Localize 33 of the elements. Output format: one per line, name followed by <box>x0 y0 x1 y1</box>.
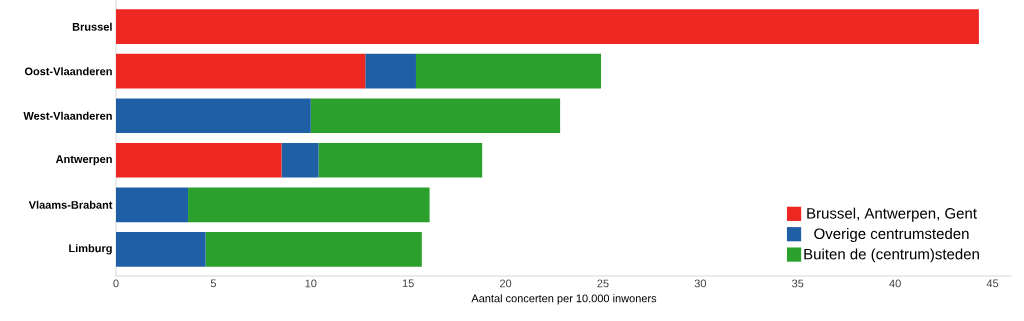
bar <box>116 98 311 134</box>
y-tick-label: Antwerpen <box>55 155 112 166</box>
x-tick-label: 10 <box>305 279 317 288</box>
bar <box>116 142 282 178</box>
x-tick-label: 0 <box>113 279 119 288</box>
y-tick-label: Vlaams-Brabant <box>28 200 113 209</box>
bar <box>281 142 319 178</box>
bar <box>116 187 189 223</box>
y-tick-label: Brussel <box>72 22 112 31</box>
x-tick-label: 20 <box>500 279 512 288</box>
legend-label: Brussel, Antwerpen, Gent <box>807 207 977 222</box>
bar <box>116 9 979 45</box>
bar <box>205 231 422 267</box>
legend-label: Overige centrumsteden <box>814 228 969 242</box>
x-tick-label: 30 <box>694 279 707 288</box>
y-tick-label: West-Vlaanderen <box>23 111 112 120</box>
bar <box>415 53 602 89</box>
bar <box>310 98 561 134</box>
x-tick-label: 45 <box>986 279 999 288</box>
x-tick-label: 25 <box>597 279 609 288</box>
bar <box>318 142 483 178</box>
x-axis-title: Aantal concerten per 10.000 inwoners <box>471 294 657 305</box>
x-tick-label: 40 <box>889 279 901 288</box>
bar <box>116 53 366 89</box>
x-tick-label: 15 <box>402 279 414 288</box>
bar <box>116 231 206 267</box>
y-tick-label: Oost-Vlaanderen <box>24 67 112 76</box>
x-tick-label: 35 <box>792 279 804 288</box>
x-tick-label: 5 <box>210 279 216 288</box>
legend-label: Buiten de (centrum)steden <box>804 248 979 263</box>
y-tick-label: Limburg <box>69 244 112 255</box>
bar <box>188 187 430 223</box>
bar <box>365 53 416 89</box>
